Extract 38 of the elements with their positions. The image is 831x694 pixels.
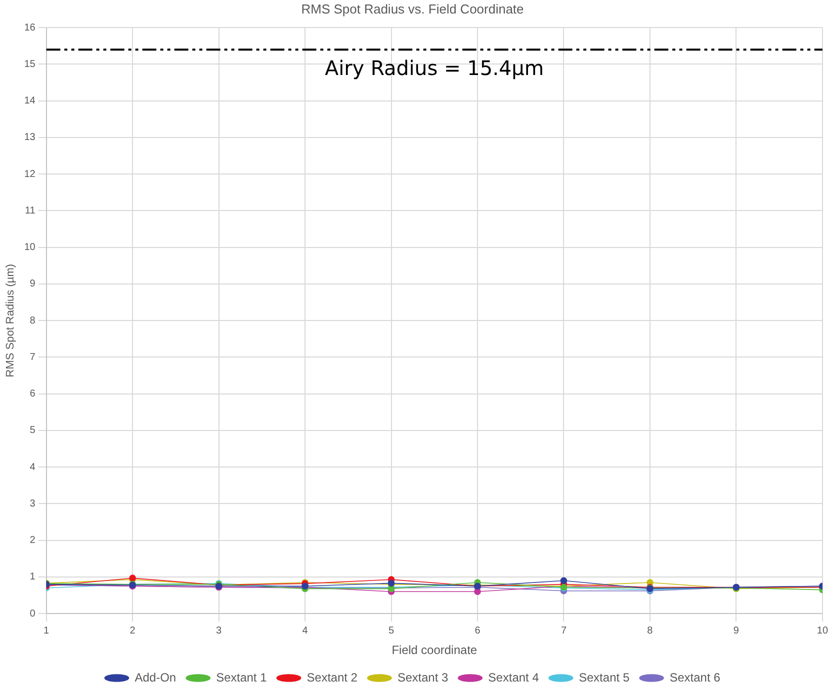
- y-tick-label: 4: [30, 462, 36, 473]
- y-tick-label: 0: [30, 608, 36, 620]
- legend-label: Sextant 4: [488, 670, 540, 684]
- y-tick-label: 9: [30, 278, 36, 290]
- legend-label: Sextant 3: [397, 670, 449, 684]
- y-tick-label: 16: [24, 22, 36, 34]
- x-tick-label: 9: [733, 625, 740, 636]
- x-tick-label: 3: [216, 625, 222, 636]
- x-tick-label: 7: [560, 625, 567, 636]
- y-tick-label: 13: [24, 132, 36, 144]
- legend-label: Add-On: [134, 670, 176, 684]
- y-tick-label: 10: [24, 242, 36, 254]
- y-tick-label: 5: [30, 425, 36, 436]
- x-tick-label: 1: [44, 625, 50, 636]
- y-axis-title: RMS Spot Radius (µm): [4, 264, 17, 378]
- x-tick-label: 8: [647, 625, 654, 636]
- y-tick-label: 14: [24, 96, 36, 107]
- legend-label: Sextant 1: [216, 670, 268, 684]
- legend-label: Sextant 2: [306, 670, 358, 684]
- legend-label: Sextant 5: [578, 670, 630, 684]
- y-tick-label: 15: [24, 58, 36, 70]
- x-tick-label: 4: [302, 625, 308, 636]
- y-tick-label: 8: [30, 315, 36, 326]
- y-tick-label: 6: [30, 388, 36, 400]
- x-axis-title: Field coordinate: [392, 643, 478, 658]
- x-tick-label: 5: [388, 625, 394, 636]
- x-tick-label: 6: [474, 625, 481, 636]
- y-tick-label: 12: [24, 168, 36, 180]
- y-tick-label: 3: [30, 498, 36, 510]
- y-tick-label: 11: [24, 205, 36, 216]
- y-tick-label: 1: [30, 572, 36, 583]
- y-tick-label: 7: [30, 352, 36, 363]
- ref-line-label: Airy Radius = 15.4µm: [324, 56, 544, 80]
- chart-title: RMS Spot Radius vs. Field Coordinate: [301, 1, 524, 16]
- y-tick-label: 2: [30, 535, 36, 546]
- legend-label: Sextant 6: [670, 670, 721, 684]
- x-tick-label: 10: [816, 625, 828, 636]
- x-tick-label: 2: [130, 625, 136, 636]
